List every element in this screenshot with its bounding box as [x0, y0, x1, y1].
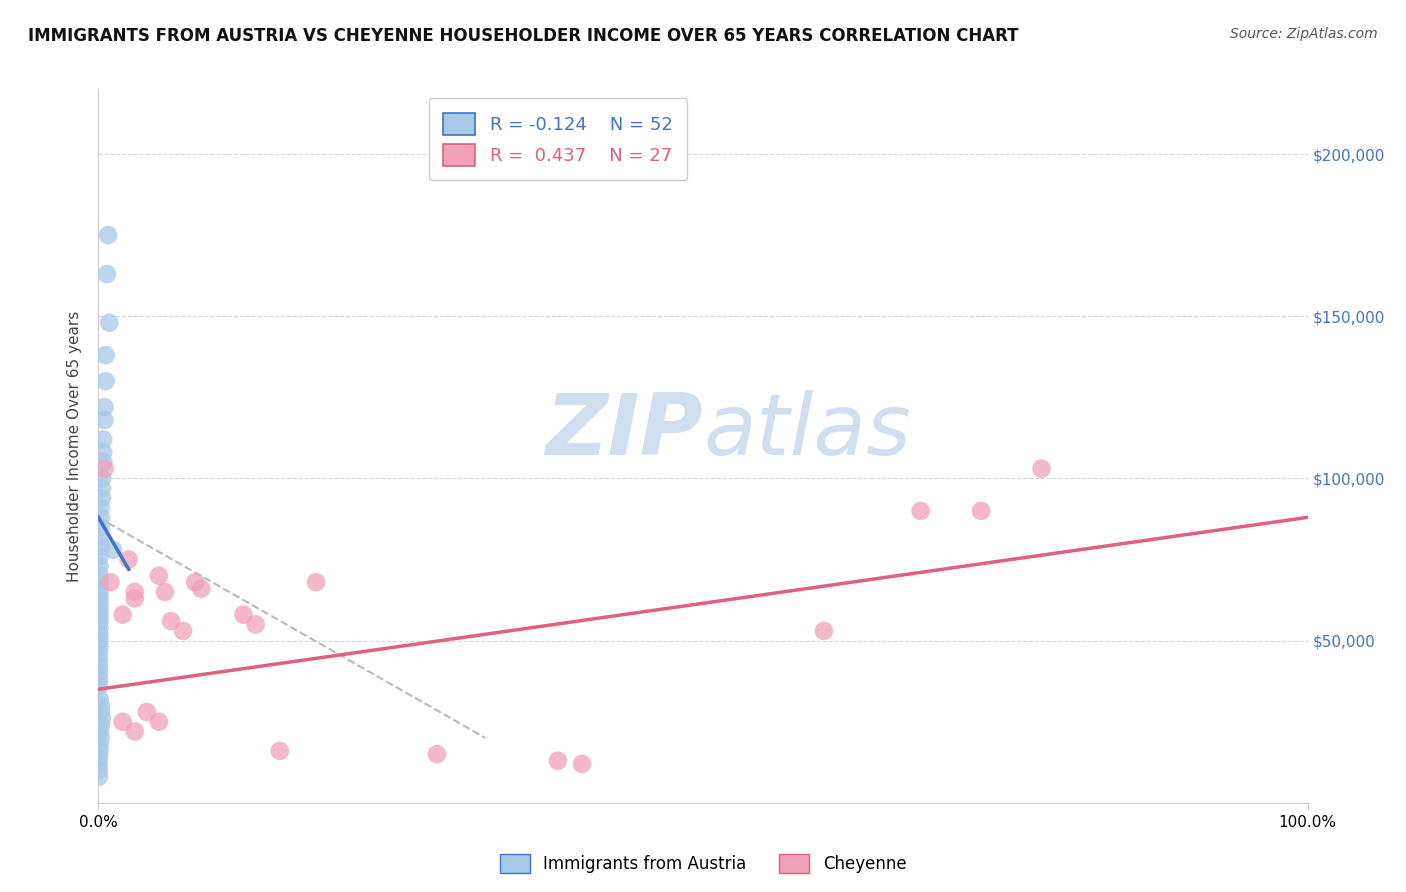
Point: [148, 714, 170, 729]
Point: [90, 520, 112, 534]
Point: [232, 607, 254, 622]
Point: [91, 481, 114, 495]
Point: [184, 575, 207, 590]
Point: [87, 673, 110, 687]
Point: [97, 228, 120, 243]
Point: [89, 601, 111, 615]
Point: [305, 575, 328, 590]
Point: [89, 633, 111, 648]
Point: [87, 659, 110, 673]
Point: [89, 588, 111, 602]
Point: [91, 491, 114, 505]
Text: IMMIGRANTS FROM AUSTRIA VS CHEYENNE HOUSEHOLDER INCOME OVER 65 YEARS CORRELATION: IMMIGRANTS FROM AUSTRIA VS CHEYENNE HOUS…: [28, 27, 1018, 45]
Point: [148, 568, 170, 582]
Point: [89, 607, 111, 622]
Point: [118, 552, 141, 566]
Point: [93, 461, 115, 475]
Point: [269, 744, 291, 758]
Point: [100, 575, 122, 590]
Point: [1031, 461, 1053, 475]
Point: [87, 653, 110, 667]
Point: [89, 640, 111, 654]
Point: [94, 374, 117, 388]
Point: [96, 267, 118, 281]
Point: [87, 647, 110, 661]
Point: [87, 679, 110, 693]
Point: [124, 724, 146, 739]
Point: [101, 542, 124, 557]
Point: [89, 621, 111, 635]
Point: [90, 530, 112, 544]
Point: [98, 316, 121, 330]
Point: [91, 711, 114, 725]
Point: [93, 400, 115, 414]
Point: [89, 724, 111, 739]
Point: [87, 756, 110, 771]
Point: [813, 624, 835, 638]
Point: [90, 510, 112, 524]
Point: [124, 591, 146, 606]
Point: [111, 607, 134, 622]
Point: [89, 614, 111, 628]
Point: [89, 568, 111, 582]
Point: [89, 582, 111, 596]
Point: [89, 575, 111, 590]
Text: Source: ZipAtlas.com: Source: ZipAtlas.com: [1230, 27, 1378, 41]
Point: [89, 744, 111, 758]
Point: [91, 455, 114, 469]
Point: [90, 731, 112, 745]
Point: [245, 617, 267, 632]
Point: [90, 540, 112, 554]
Point: [87, 770, 110, 784]
Text: ZIP: ZIP: [546, 390, 703, 474]
Point: [172, 624, 194, 638]
Point: [160, 614, 183, 628]
Point: [124, 585, 146, 599]
Point: [87, 764, 110, 778]
Point: [135, 705, 157, 719]
Point: [571, 756, 593, 771]
Point: [91, 433, 114, 447]
Y-axis label: Householder Income Over 65 years: Householder Income Over 65 years: [67, 310, 83, 582]
Point: [90, 705, 112, 719]
Legend: Immigrants from Austria, Cheyenne: Immigrants from Austria, Cheyenne: [494, 847, 912, 880]
Point: [90, 718, 112, 732]
Point: [91, 445, 114, 459]
Point: [87, 666, 110, 681]
Point: [547, 754, 569, 768]
Point: [426, 747, 449, 761]
Point: [87, 750, 110, 764]
Point: [89, 627, 111, 641]
Point: [89, 692, 111, 706]
Point: [153, 585, 176, 599]
Point: [190, 582, 212, 596]
Point: [91, 471, 114, 485]
Point: [89, 738, 111, 752]
Point: [89, 549, 111, 564]
Point: [94, 348, 117, 362]
Point: [93, 413, 115, 427]
Point: [111, 714, 134, 729]
Point: [89, 595, 111, 609]
Point: [910, 504, 932, 518]
Text: atlas: atlas: [703, 390, 911, 474]
Point: [89, 559, 111, 574]
Point: [970, 504, 993, 518]
Point: [90, 698, 112, 713]
Point: [90, 500, 112, 515]
